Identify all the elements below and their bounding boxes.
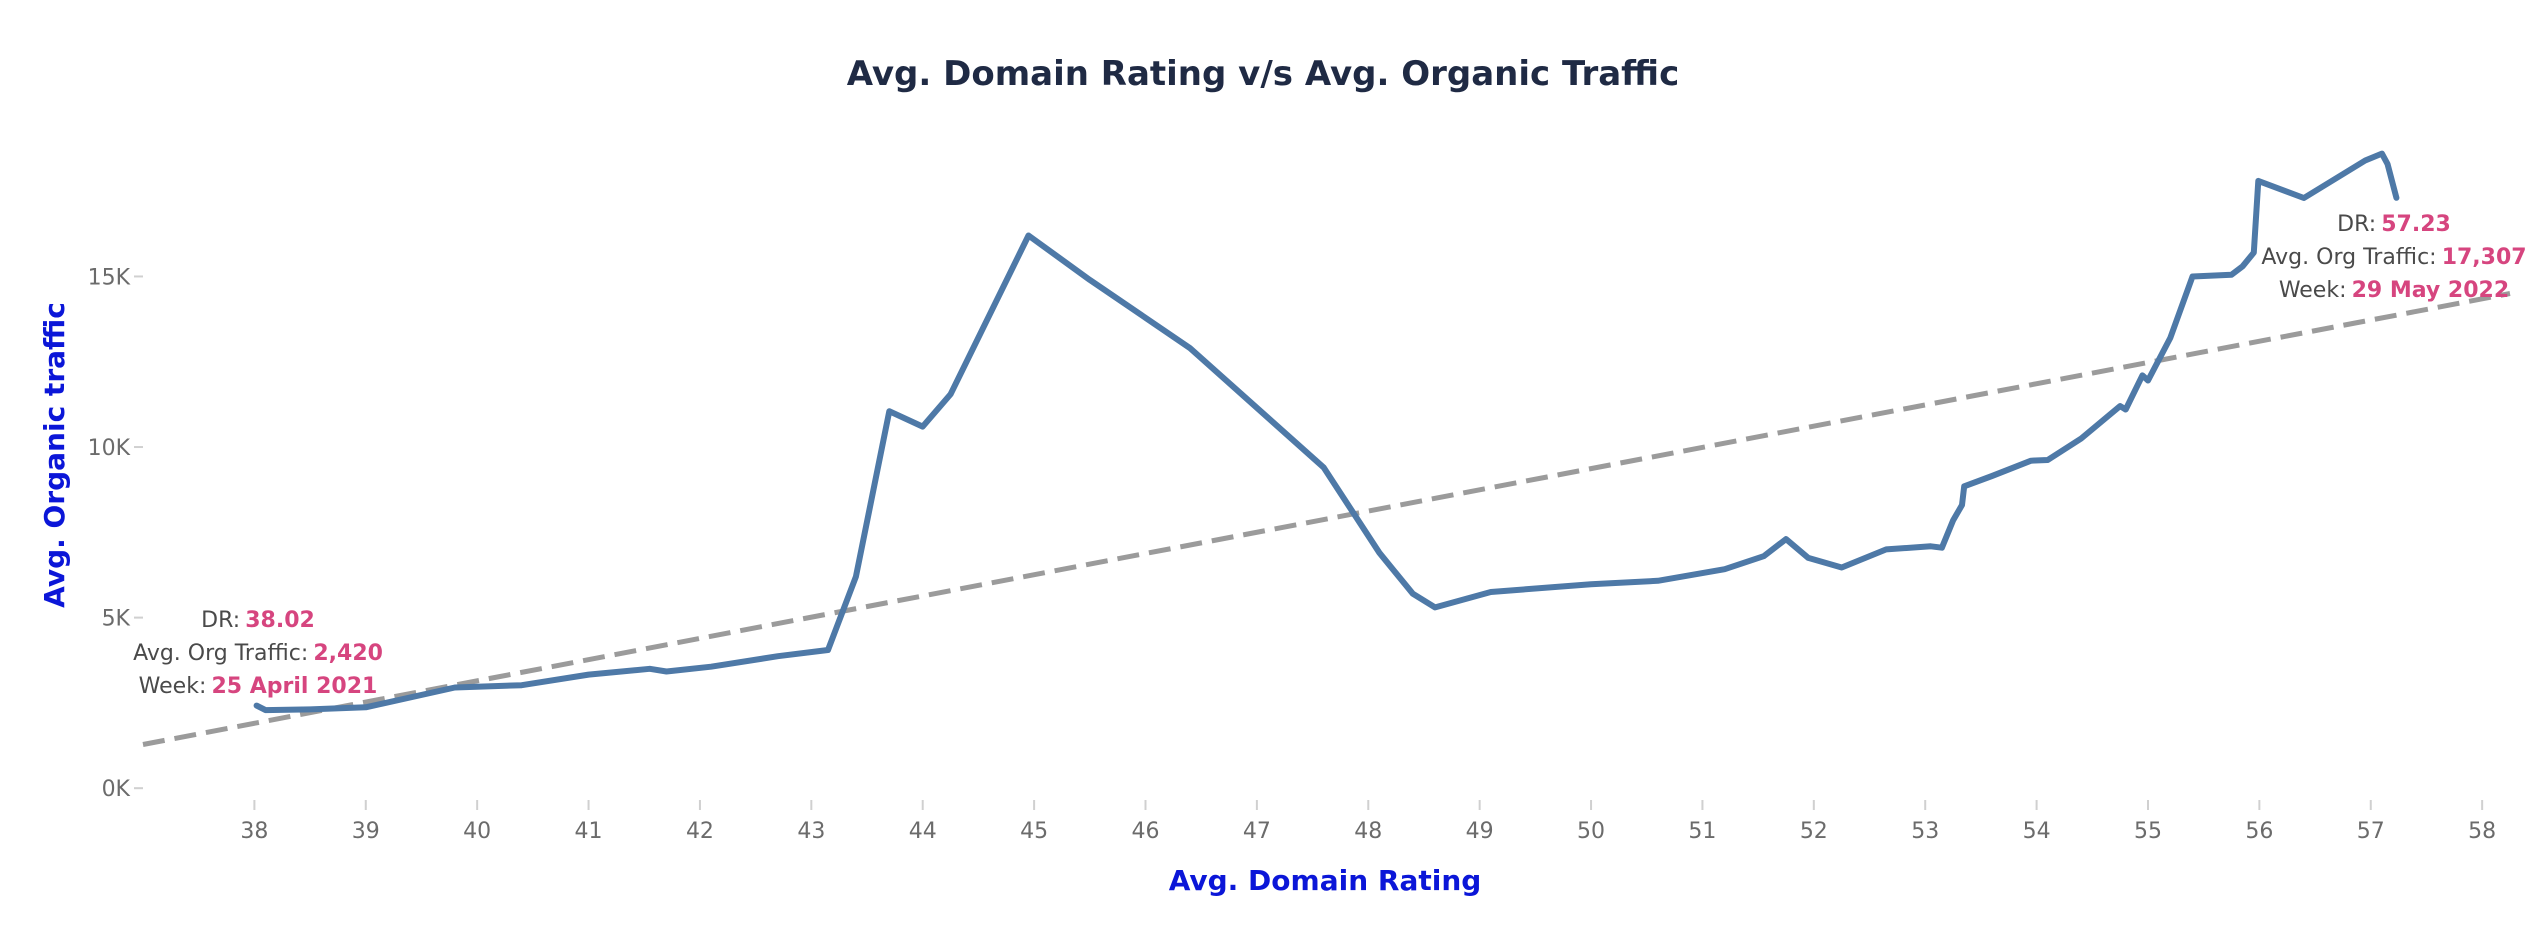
x-tick-label: 50 [1577,819,1605,844]
x-tick-label: 40 [463,819,491,844]
x-tick-label: 51 [1688,819,1716,844]
chart-title: Avg. Domain Rating v/s Avg. Organic Traf… [847,54,1679,94]
y-tick-label: 5K [102,607,131,632]
annotation-end-traffic: Avg. Org Traffic: 17,307 [2261,245,2526,270]
y-axis-title: Avg. Organic traffic [38,302,71,608]
x-tick-label: 47 [1243,819,1271,844]
trend-line [142,291,2511,747]
annotation-start-dr: DR: 38.02 [201,608,315,633]
annotation-end: DR: 57.23 Avg. Org Traffic: 17,307 Week:… [2261,212,2526,303]
x-tick-label: 52 [1800,819,1828,844]
x-tick-label: 48 [1354,819,1382,844]
series-line [253,150,2400,714]
y-tick-label: 15K [88,265,131,290]
x-tick-label: 57 [2357,819,2385,844]
x-tick-label: 41 [575,819,603,844]
y-tick-label: 10K [88,436,131,461]
x-axis-title: Avg. Domain Rating [1169,864,1482,897]
x-tick-label: 43 [797,819,825,844]
x-tick-label: 46 [1131,819,1159,844]
x-tick-label: 53 [1911,819,1939,844]
annotation-start-week: Week: 25 April 2021 [139,674,378,699]
x-tick-label: 49 [1466,819,1494,844]
y-tick-label: 0K [102,777,131,802]
y-axis-ticks: 0K 5K 10K 15K [88,265,143,802]
x-tick-label: 38 [240,819,268,844]
x-tick-label: 39 [352,819,380,844]
x-tick-label: 44 [909,819,937,844]
x-axis-ticks: 38 39 40 41 42 43 44 45 46 47 48 49 50 51 52 53 54 55 56 57… [240,800,2496,844]
annotation-start-traffic: Avg. Org Traffic: 2,420 [133,641,383,666]
x-tick-label: 45 [1020,819,1048,844]
x-tick-label: 56 [2245,819,2273,844]
x-tick-label: 58 [2468,819,2496,844]
x-tick-label: 55 [2134,819,2162,844]
x-tick-label: 42 [686,819,714,844]
annotation-end-dr: DR: 57.23 [2337,212,2451,237]
annotation-start: DR: 38.02 Avg. Org Traffic: 2,420 Week: … [133,608,383,699]
x-tick-label: 54 [2023,819,2051,844]
annotation-end-week: Week: 29 May 2022 [2279,278,2509,303]
